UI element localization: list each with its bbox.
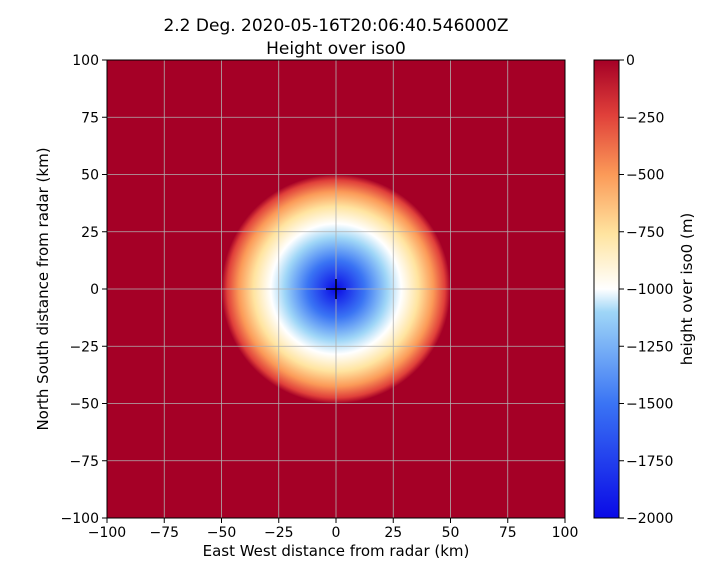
- y-tick-label: −100: [61, 511, 99, 527]
- colorbar-ticks: 0 −250 −500 −750 −1000 −1250 −1500 −1750 −2000: [619, 53, 673, 527]
- x-tick-label: −25: [264, 525, 294, 541]
- colorbar-tick-label: 0: [626, 53, 635, 69]
- colorbar-tick-label: −1000: [626, 282, 673, 298]
- colorbar-tick-label: −1500: [626, 397, 673, 413]
- colorbar-gradient: [593, 59, 620, 519]
- y-tick-label: 50: [81, 168, 99, 184]
- y-axis-label: North South distance from radar (km): [34, 147, 52, 430]
- chart-subtitle: Height over iso0: [266, 39, 406, 59]
- x-tick-label: 100: [552, 525, 579, 541]
- y-tick-label: 100: [72, 53, 99, 69]
- y-tick-label: 75: [81, 110, 99, 126]
- radar-marker: [326, 279, 346, 299]
- colorbar-tick-label: −750: [626, 225, 664, 241]
- y-tick-label: 0: [90, 282, 99, 298]
- x-tick-label: −75: [149, 525, 179, 541]
- x-tick-label: −50: [207, 525, 237, 541]
- y-tick-label: −75: [69, 454, 99, 470]
- colorbar-tick-label: −1750: [626, 454, 673, 470]
- y-tick-label: −25: [69, 339, 99, 355]
- colorbar: 0 −250 −500 −750 −1000 −1250 −1500 −1750 −2000 h…: [593, 53, 696, 527]
- plot-area: [106, 59, 566, 519]
- y-axis: −100 −75 −50 −25 0 25 50 75 100: [61, 53, 107, 527]
- x-tick-label: 0: [332, 525, 341, 541]
- colorbar-tick-label: −500: [626, 168, 664, 184]
- y-tick-label: −50: [69, 397, 99, 413]
- chart-title: 2.2 Deg. 2020-05-16T20:06:40.546000Z: [163, 16, 508, 36]
- colorbar-label: height over iso0 (m): [678, 213, 696, 366]
- x-axis: −100 −75 −50 −25 0 25 50 75 100: [88, 518, 579, 541]
- colorbar-tick-label: −2000: [626, 511, 673, 527]
- x-tick-label: 75: [499, 525, 517, 541]
- y-tick-label: 25: [81, 225, 99, 241]
- x-axis-label: East West distance from radar (km): [203, 542, 470, 560]
- x-tick-label: 25: [384, 525, 402, 541]
- colorbar-tick-label: −250: [626, 110, 664, 126]
- x-tick-label: −100: [88, 525, 126, 541]
- colorbar-tick-label: −1250: [626, 339, 673, 355]
- x-tick-label: 50: [442, 525, 460, 541]
